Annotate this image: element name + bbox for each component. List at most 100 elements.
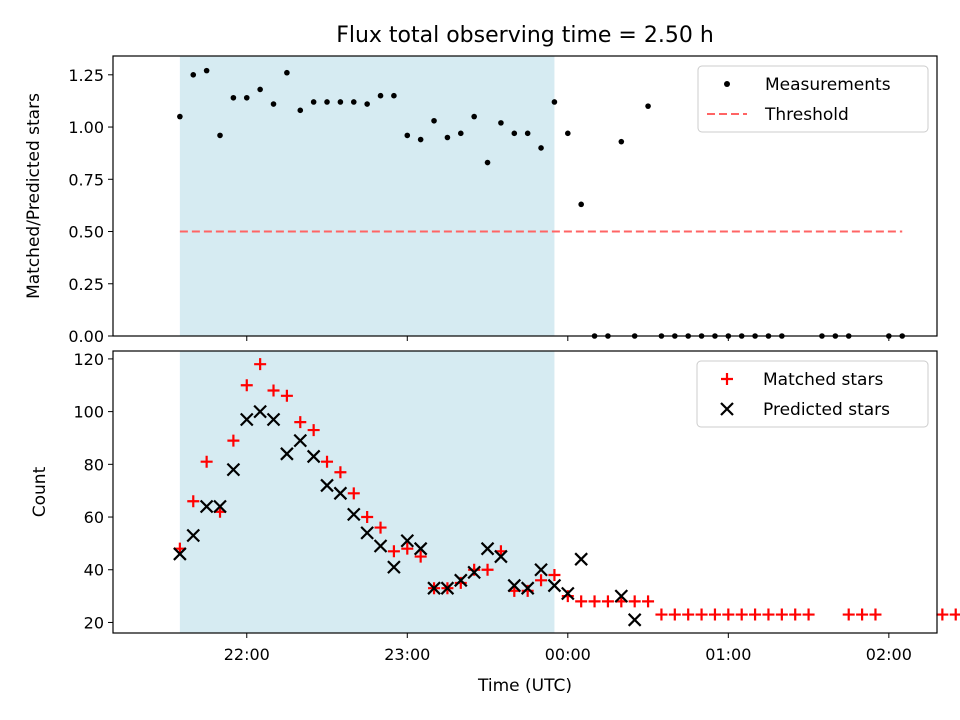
- measurement-point: [217, 132, 223, 139]
- measurement-point: [645, 103, 651, 109]
- measurement-point: [431, 117, 437, 124]
- matched-star-point: [735, 608, 748, 621]
- predicted-star-point: [306, 449, 321, 464]
- top-legend: Measurements Threshold: [697, 65, 929, 133]
- predicted-star-point: [320, 478, 334, 493]
- measurement-point: [243, 94, 250, 101]
- measurement-point: [511, 130, 518, 137]
- bottom-x-ticks: 22:00 23:00 00:00 01:00 02:00: [224, 633, 912, 664]
- top-y-tick-label: 0.25: [68, 275, 104, 294]
- matched-star-point: [601, 595, 614, 608]
- predicted-star-point: [480, 541, 495, 556]
- bottom-legend: Matched stars Predicted stars: [696, 360, 929, 428]
- predicted-star-point: [173, 547, 187, 561]
- predicted-star-point: [360, 526, 374, 540]
- legend-marker-matched: [721, 373, 733, 385]
- measurement-point: [538, 145, 544, 151]
- legend-label-threshold: Threshold: [764, 105, 849, 125]
- measurement-point: [578, 201, 584, 208]
- predicted-star-point: [266, 412, 281, 427]
- x-tick-label: 00:00: [545, 645, 591, 664]
- matched-star-point: [682, 608, 695, 621]
- top-y-ticks: 0.00 0.25 0.50 0.75 1.00 1.25: [68, 66, 113, 346]
- matched-star-point: [227, 434, 240, 447]
- predicted-star-point: [199, 499, 214, 514]
- measurement-point: [391, 92, 397, 99]
- matched-star-point: [307, 424, 320, 437]
- measurement-point: [618, 138, 625, 145]
- legend-label-predicted: Predicted stars: [763, 400, 890, 420]
- measurement-point: [565, 130, 571, 137]
- top-y-tick-label: 0.50: [68, 223, 104, 242]
- matched-star-point: [856, 608, 869, 621]
- measurement-point: [190, 72, 197, 78]
- matched-star-point: [414, 550, 427, 563]
- bottom-y-tick-label: 60: [84, 508, 104, 527]
- measurement-point: [484, 159, 491, 166]
- predicted-star-point: [387, 560, 401, 574]
- matched-star-point: [668, 608, 681, 621]
- bottom-y-tick-label: 40: [84, 561, 104, 580]
- matched-star-point: [588, 595, 601, 608]
- measurement-point: [337, 99, 344, 105]
- top-x-ticks: [246, 336, 890, 341]
- measurement-point: [444, 134, 451, 141]
- predicted-star-point: [186, 528, 201, 543]
- predicted-star-point: [333, 486, 348, 501]
- predicted-star-point: [293, 433, 308, 448]
- matched-star-point: [347, 487, 360, 500]
- predicted-star-point: [239, 412, 254, 427]
- predicted-star-point: [427, 581, 441, 595]
- legend-marker-predicted: [720, 402, 734, 416]
- measurement-point: [350, 99, 357, 105]
- matched-star-point: [722, 608, 735, 621]
- measurement-point: [417, 136, 424, 143]
- measurement-point: [377, 92, 384, 99]
- measurement-points: [177, 67, 906, 339]
- measurement-point: [498, 120, 504, 126]
- predicted-star-point: [547, 578, 562, 593]
- predicted-star-point: [627, 613, 642, 627]
- matched-star-point: [628, 595, 641, 608]
- top-y-tick-label: 0.00: [68, 327, 104, 346]
- top-y-tick-label: 1.25: [68, 66, 104, 85]
- matched-star-point: [842, 608, 855, 621]
- measurement-point: [471, 113, 477, 120]
- top-plot-frame: [112, 55, 938, 337]
- matched-star-point: [869, 608, 882, 621]
- predicted-star-point: [520, 581, 535, 595]
- predicted-star-point: [574, 552, 588, 566]
- bottom-y-tick-label: 120: [73, 350, 104, 369]
- legend-label-measurements: Measurements: [765, 75, 891, 95]
- top-y-tick-label: 0.75: [68, 170, 104, 189]
- legend-marker-measurements: [724, 81, 730, 87]
- predicted-star-point: [440, 581, 455, 595]
- bottom-y-tick-label: 20: [84, 613, 104, 632]
- measurement-point: [203, 67, 210, 74]
- predicted-star-point: [253, 404, 267, 419]
- legend-label-matched: Matched stars: [763, 370, 883, 390]
- measurement-point: [364, 101, 370, 107]
- predicted-star-point: [373, 539, 388, 553]
- bottom-plot-frame: [112, 350, 938, 634]
- x-tick-label: 22:00: [224, 645, 270, 664]
- x-tick-label: 01:00: [705, 645, 751, 664]
- matched-star-point: [187, 495, 200, 508]
- predicted-star-point: [280, 447, 294, 461]
- chart-title: Flux total observing time = 2.50 h: [336, 23, 714, 48]
- matched-star-point: [240, 379, 253, 392]
- predicted-star-point: [226, 462, 241, 477]
- matched-star-point: [254, 358, 267, 371]
- predicted-star-point: [494, 549, 508, 564]
- matched-star-point: [655, 608, 668, 621]
- predicted-star-point: [400, 533, 415, 548]
- matched-star-point: [200, 455, 213, 468]
- bottom-legend-frame: [696, 360, 929, 428]
- x-axis-label: Time (UTC): [477, 676, 572, 696]
- measurement-point: [551, 99, 558, 105]
- matched-star-point: [936, 608, 949, 621]
- predicted-star-point: [561, 586, 575, 601]
- measurement-point: [404, 132, 411, 139]
- top-legend-frame: [697, 65, 929, 133]
